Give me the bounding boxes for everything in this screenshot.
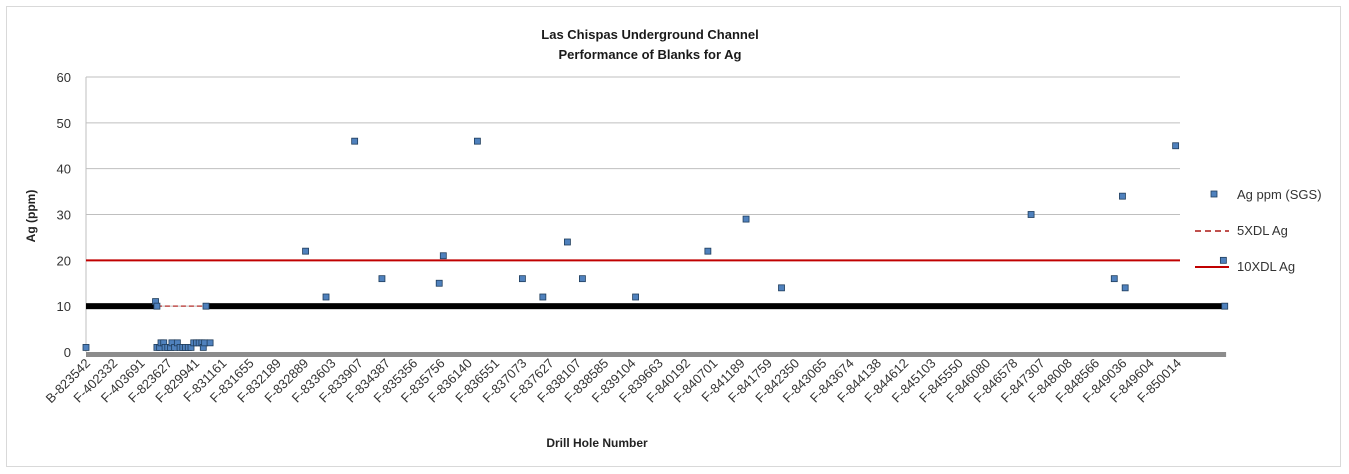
- data-point-0: [82, 344, 90, 351]
- chart-frame: [6, 6, 1341, 467]
- chart-title: Las Chispas Underground Channel: [541, 27, 758, 42]
- data-point-43: [1119, 192, 1126, 200]
- legend-label-5xdl: 5XDL Ag: [1237, 223, 1288, 238]
- legend-label-ag-ppm: Ag ppm (SGS): [1237, 187, 1322, 202]
- baseline-marker-band-1: [207, 303, 1227, 310]
- data-point-46: [1219, 256, 1227, 264]
- data-point-38: [704, 247, 712, 255]
- x-axis-ticks: B-823542F-402332F-403691F-823627F-829941…: [43, 356, 1184, 406]
- data-point-34: [539, 293, 547, 301]
- data-point-25: [206, 339, 214, 347]
- chart-subtitle: Performance of Blanks for Ag: [558, 47, 741, 62]
- data-point-29: [378, 275, 386, 283]
- y-tick-label: 60: [57, 70, 71, 85]
- y-tick-label: 0: [64, 345, 71, 360]
- baseline-marker-band-0: [86, 303, 156, 310]
- data-point-40: [778, 284, 785, 292]
- data-point-39: [742, 215, 750, 223]
- floor-marker-band: [86, 352, 1227, 357]
- y-axis-ticks: 0 10 20 30 40 50 60: [57, 70, 71, 360]
- data-point-2: [153, 302, 161, 310]
- data-point-28: [351, 137, 359, 145]
- data-point-33: [519, 275, 526, 283]
- data-point-47: [1221, 302, 1229, 310]
- data-point-42: [1110, 275, 1118, 283]
- y-tick-label: 40: [57, 162, 71, 177]
- y-axis-label: Ag (ppm): [24, 190, 38, 243]
- y-tick-label: 20: [57, 253, 71, 268]
- y-tick-label: 10: [57, 299, 71, 314]
- legend: Ag ppm (SGS) 5XDL Ag 10XDL Ag: [1195, 187, 1322, 274]
- x-axis-label: Drill Hole Number: [546, 436, 648, 450]
- data-point-44: [1121, 284, 1129, 292]
- data-point-37: [632, 293, 639, 301]
- y-tick-label: 50: [57, 116, 71, 131]
- reference-lines: [86, 259, 1180, 307]
- legend-label-10xdl: 10XDL Ag: [1237, 259, 1295, 274]
- baseline-markers: [86, 303, 1227, 357]
- data-point-32: [473, 137, 481, 145]
- legend-marker-ag-ppm: [1210, 190, 1218, 198]
- data-point-41: [1027, 211, 1035, 218]
- data-point-31: [439, 252, 447, 260]
- data-point-30: [435, 279, 443, 287]
- data-point-45: [1172, 142, 1180, 150]
- data-point-35: [564, 238, 571, 246]
- gridlines: [85, 76, 1180, 352]
- data-point-26: [302, 247, 309, 255]
- data-points: [82, 137, 1229, 351]
- data-point-24: [202, 302, 210, 310]
- data-point-36: [579, 275, 586, 283]
- y-tick-label: 30: [57, 208, 71, 223]
- data-point-27: [322, 293, 330, 301]
